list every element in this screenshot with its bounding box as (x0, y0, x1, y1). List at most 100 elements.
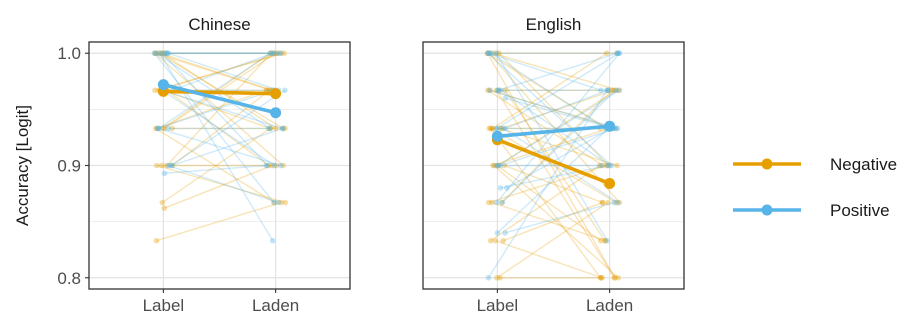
individual-point-positive (495, 87, 501, 94)
individual-point-negative (164, 162, 170, 169)
individual-line-positive (497, 89, 620, 167)
x-tick-label: Label (477, 296, 519, 315)
individual-point-negative (602, 237, 608, 244)
individual-line-negative (497, 89, 617, 167)
individual-point-positive (502, 95, 509, 101)
individual-line-negative (501, 89, 614, 130)
individual-line-negative (156, 89, 267, 130)
individual-point-positive (157, 50, 163, 57)
individual-line-negative (154, 52, 285, 91)
individual-point-negative (487, 237, 494, 244)
individual-point-positive (155, 125, 162, 132)
individual-point-negative (610, 87, 617, 94)
individual-point-positive (271, 199, 277, 206)
individual-point-positive (606, 162, 613, 169)
individual-point-positive (605, 87, 611, 94)
individual-point-negative (498, 125, 505, 132)
mean-point-positive (491, 130, 503, 142)
data-area (484, 50, 623, 281)
individual-point-positive (598, 87, 604, 94)
individual-point-positive (494, 230, 501, 236)
individual-point-positive (282, 87, 288, 94)
individual-point-negative (489, 125, 495, 132)
individual-point-negative (272, 50, 279, 57)
individual-point-negative (489, 125, 496, 132)
individual-point-positive (485, 50, 491, 57)
individual-point-negative (614, 50, 620, 57)
individual-point-positive (497, 185, 504, 191)
individual-point-negative (281, 50, 287, 57)
individual-point-negative (484, 50, 491, 57)
individual-line-negative (493, 164, 619, 279)
individual-point-positive (495, 87, 501, 94)
individual-line-positive (172, 52, 273, 91)
individual-point-negative (267, 125, 274, 132)
individual-line-positive (162, 89, 275, 167)
individual-point-negative (159, 199, 166, 206)
individual-line-negative (491, 201, 606, 242)
individual-point-negative (489, 50, 496, 57)
mean-point-negative (270, 88, 282, 100)
individual-point-positive (494, 125, 501, 132)
individual-point-positive (493, 125, 500, 132)
individual-point-positive (165, 50, 172, 57)
individual-point-negative (278, 50, 285, 57)
mean-point-positive (604, 120, 616, 132)
individual-line-negative (488, 164, 607, 204)
individual-line-negative (492, 52, 608, 130)
individual-point-negative (493, 87, 500, 94)
individual-line-negative (504, 164, 603, 204)
individual-line-negative (492, 127, 610, 167)
individual-point-positive (267, 50, 274, 57)
individual-point-negative (274, 50, 280, 57)
individual-point-positive (269, 50, 275, 57)
individual-point-negative (155, 50, 161, 57)
individual-point-negative (598, 274, 605, 281)
individual-point-positive (502, 230, 508, 236)
legend-item-positive: Positive (733, 201, 890, 220)
x-tick-label: Laden (586, 296, 633, 315)
individual-point-positive (165, 162, 172, 169)
individual-point-negative (613, 199, 620, 206)
individual-point-negative (154, 125, 160, 132)
individual-line-negative (166, 89, 270, 167)
individual-point-positive (275, 50, 282, 57)
individual-point-negative (493, 50, 500, 57)
individual-point-positive (502, 125, 508, 132)
individual-point-negative (500, 237, 506, 244)
individual-point-positive (277, 50, 284, 57)
individual-point-negative (494, 274, 500, 281)
x-tick-label: Label (143, 296, 185, 315)
individual-point-negative (599, 162, 606, 169)
individual-point-negative (169, 162, 176, 169)
individual-point-negative (490, 162, 496, 169)
panels: Chinese Label Laden English Label Laden (88, 15, 685, 315)
panel-border (422, 41, 685, 290)
individual-line-positive (504, 89, 609, 130)
individual-point-negative (486, 125, 492, 132)
individual-line-negative (487, 52, 608, 130)
individual-line-negative (164, 164, 273, 209)
individual-point-positive (495, 162, 502, 169)
individual-line-negative (498, 52, 609, 166)
individual-point-positive (265, 125, 272, 132)
legend-marker (761, 158, 773, 170)
individual-line-positive (496, 52, 620, 203)
individual-point-negative (152, 87, 158, 94)
y-tick-label: 0.8 (57, 269, 81, 288)
individual-point-positive (488, 50, 494, 57)
individual-point-positive (264, 162, 271, 169)
individual-line-negative (495, 89, 615, 279)
individual-point-negative (485, 199, 492, 206)
individual-line-negative (491, 127, 617, 204)
individual-point-negative (487, 87, 493, 94)
individual-point-negative (267, 125, 274, 132)
individual-line-positive (168, 164, 279, 204)
individual-point-positive (263, 162, 269, 169)
individual-point-positive (161, 170, 168, 177)
individual-point-negative (268, 50, 275, 57)
individual-point-positive (165, 125, 172, 132)
individual-point-positive (169, 162, 175, 169)
individual-point-negative (271, 199, 278, 206)
individual-point-negative (615, 87, 622, 94)
